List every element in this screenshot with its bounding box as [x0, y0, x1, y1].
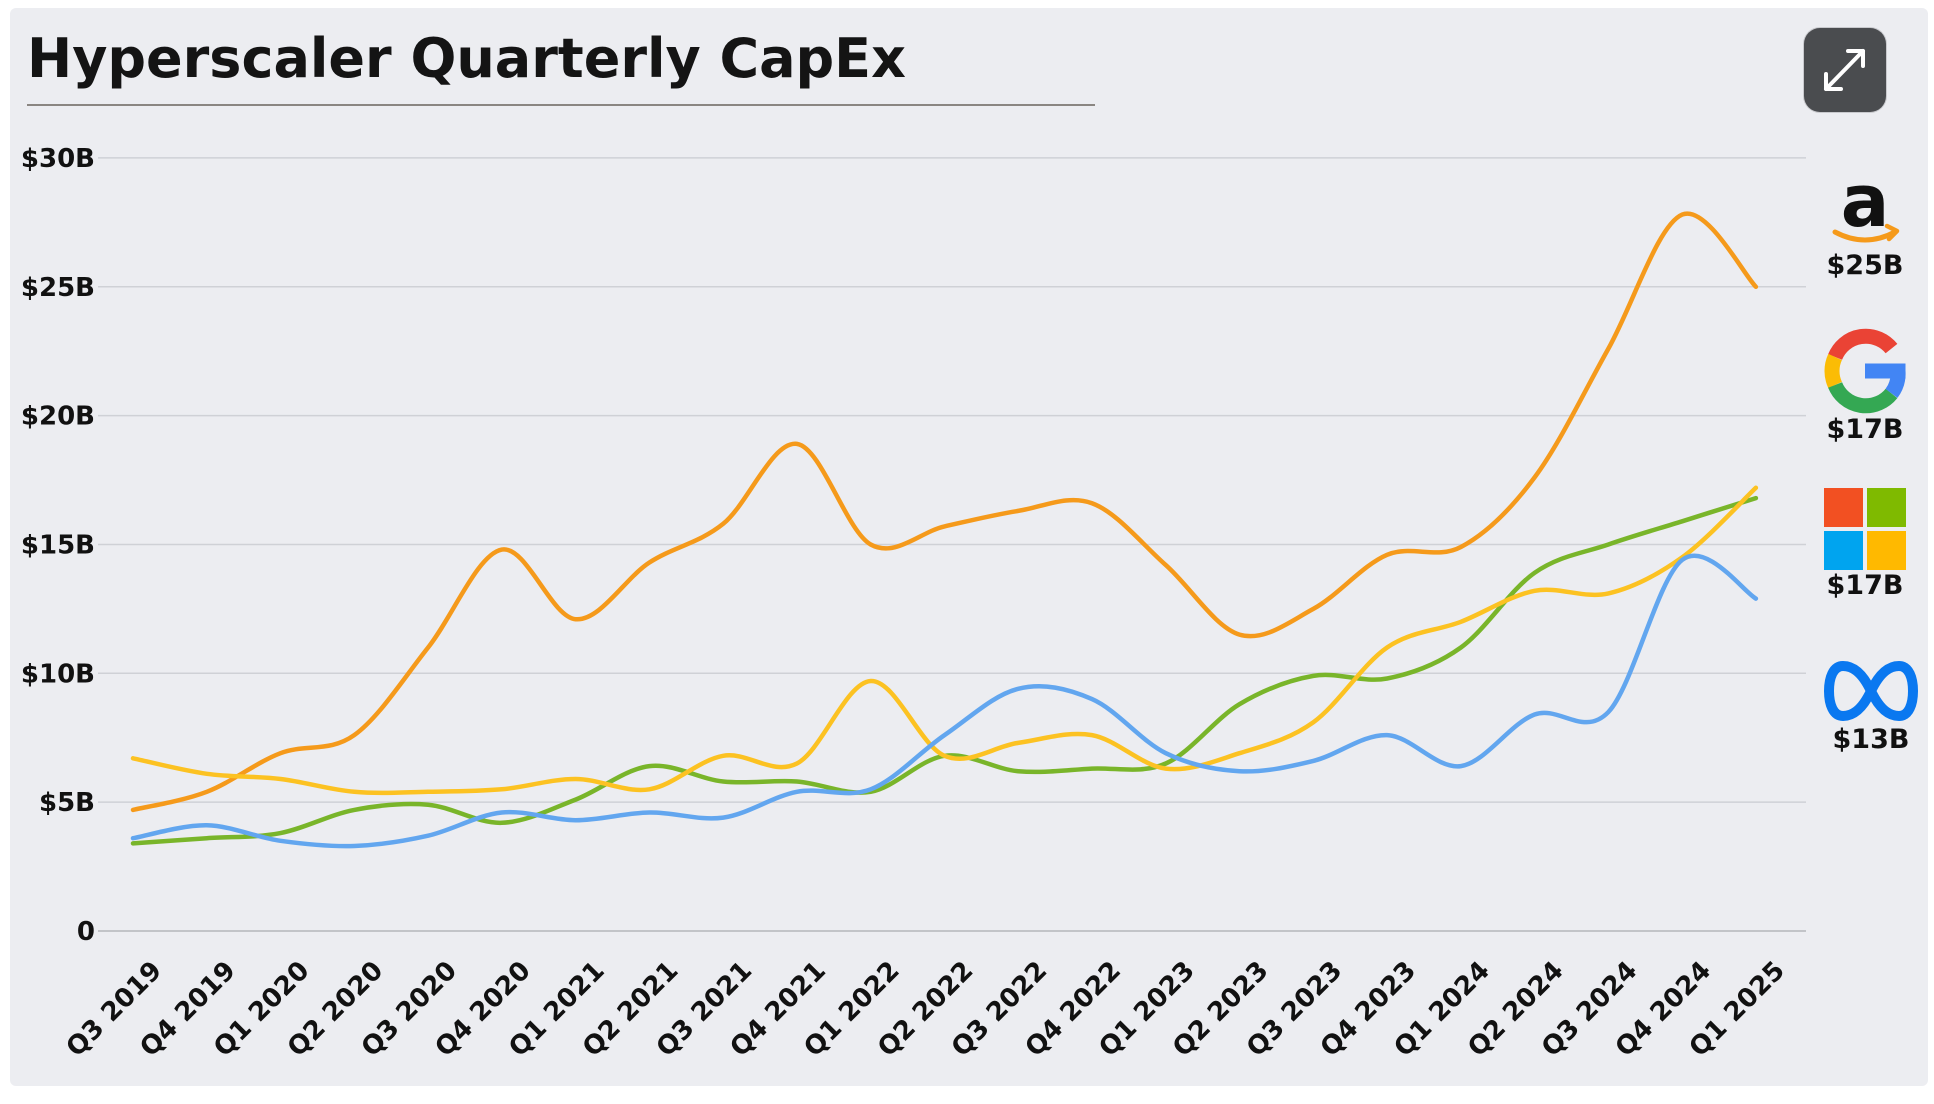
legend-value-amazon: $25B: [1826, 250, 1904, 281]
meta-logo: [1824, 661, 1918, 721]
grid-lines: [98, 157, 1806, 932]
y-tick-label: $25B: [21, 273, 95, 303]
legend-item-meta: $13B: [1816, 658, 1926, 755]
series-line-meta: [130, 553, 1759, 849]
legend-item-amazon: a $25B: [1810, 170, 1920, 281]
legend-value-microsoft: $17B: [1826, 570, 1904, 601]
chart-title: Hyperscaler Quarterly CapEx: [27, 27, 906, 90]
legend-item-google: $17B: [1810, 328, 1920, 445]
y-tick-label: $10B: [21, 659, 95, 689]
y-tick-label: $30B: [21, 144, 95, 174]
title-underline: [27, 104, 1095, 106]
series-lines: [130, 211, 1759, 849]
legend-item-microsoft: $17B: [1810, 488, 1920, 601]
y-axis-labels: 0 $5B $10B $15B $20B $25B $30B: [21, 144, 95, 947]
expand-button[interactable]: [1804, 28, 1886, 112]
y-tick-label: $15B: [21, 530, 95, 560]
microsoft-logo: [1824, 488, 1906, 570]
y-tick-label: $20B: [21, 402, 95, 432]
series-line-amazon: [130, 211, 1759, 813]
series-line-microsoft: [130, 485, 1759, 796]
legend-value-meta: $13B: [1832, 724, 1910, 755]
legend-value-google: $17B: [1826, 414, 1904, 445]
amazon-logo: a: [1832, 170, 1900, 243]
svg-text:a: a: [1841, 170, 1890, 243]
y-tick-label: $5B: [39, 788, 95, 818]
chart-card: [10, 8, 1928, 1086]
y-tick-label: 0: [77, 917, 95, 947]
google-logo: [1824, 328, 1906, 414]
expand-arrows-icon: [1824, 49, 1865, 91]
